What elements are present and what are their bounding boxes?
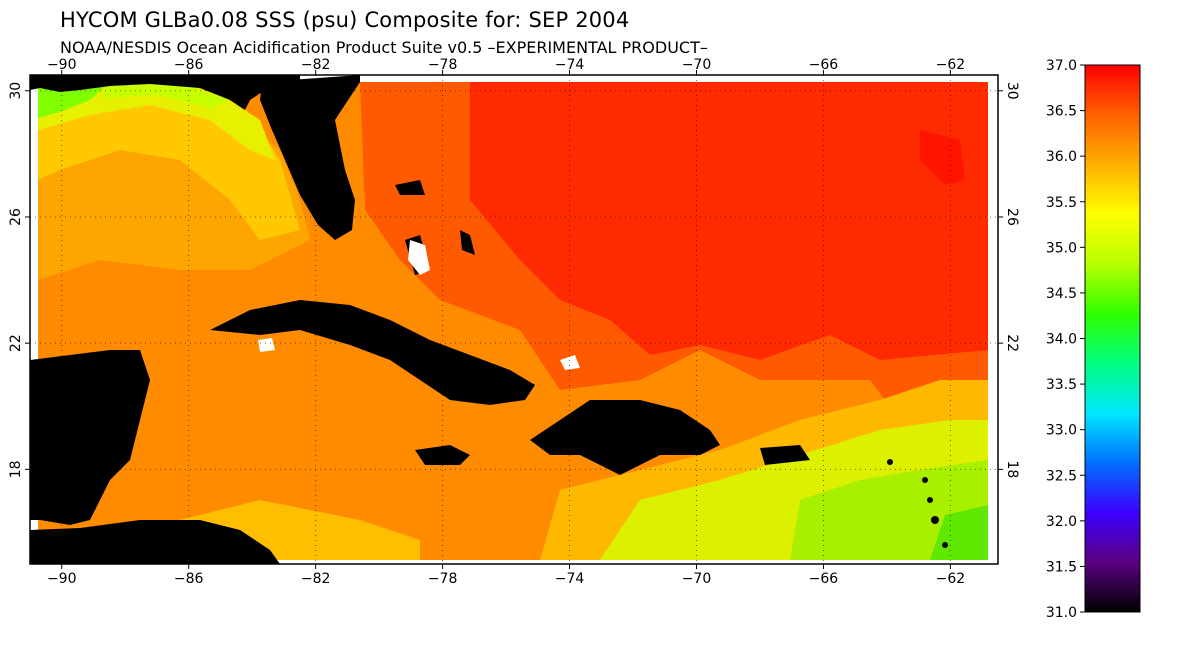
colorbar-tick-label: 35.0 (1046, 240, 1077, 256)
colorbar-tick-label: 32.5 (1046, 468, 1077, 484)
lat-axis-left: 30 26 22 18 (8, 82, 30, 478)
map-plot-area[interactable] (30, 75, 998, 564)
colorbar-tick-label: 31.0 (1046, 605, 1077, 621)
land-puerto-rico (760, 445, 810, 465)
lon-tick-label-bottom: −90 (47, 571, 77, 587)
lat-tick-label-right: 30 (1004, 82, 1020, 100)
lon-tick-label-bottom: −82 (301, 571, 331, 587)
land-cuba (210, 300, 535, 405)
island-andros (408, 240, 430, 275)
lon-tick-label-top: −78 (428, 57, 458, 73)
colorbar-scale: 37.0 36.5 36.0 35.5 35.0 34.5 34.0 33.5 33.0 32.5… (1046, 58, 1085, 621)
land-antilles-1 (887, 459, 893, 465)
island-masks (258, 240, 580, 370)
land-antilles-4 (931, 516, 939, 524)
lat-tick-label-right: 22 (1004, 334, 1020, 352)
lat-tick-label-right: 18 (1004, 460, 1020, 478)
land-antilles-5 (942, 542, 948, 548)
lon-axis-top: −90 −86 −82 −78 −74 −70 −66 −62 (47, 57, 965, 75)
colorbar-tick-label: 33.0 (1046, 423, 1077, 439)
land-yucatan (30, 350, 150, 525)
lat-axis-right: 30 26 22 18 (998, 82, 1020, 478)
colorbar-tick-label: 34.5 (1046, 286, 1077, 302)
land-hispaniola (530, 400, 720, 475)
lon-tick-label-bottom: −78 (428, 571, 458, 587)
lon-tick-label-bottom: −74 (555, 571, 585, 587)
lon-tick-label-top: −90 (47, 57, 77, 73)
colorbar-tick-label: 33.5 (1046, 377, 1077, 393)
map-subtitle: NOAA/NESDIS Ocean Acidification Product … (60, 38, 708, 57)
lon-tick-label-top: −86 (174, 57, 204, 73)
island-isla-juventud (258, 338, 275, 352)
colorbar-tick-label: 37.0 (1046, 58, 1077, 74)
colorbar-tick-label: 31.5 (1046, 559, 1077, 575)
lat-tick-label-left: 22 (8, 334, 24, 352)
land-florida (260, 75, 360, 240)
lon-tick-label-bottom: −66 (809, 571, 839, 587)
salinity-region-peak (920, 130, 965, 185)
island-great-inagua (560, 355, 580, 370)
lon-tick-label-top: −62 (936, 57, 966, 73)
lat-tick-label-left: 18 (8, 460, 24, 478)
lon-tick-label-bottom: −62 (936, 571, 966, 587)
lat-tick-label-left: 26 (8, 208, 24, 226)
lat-tick-label-left: 30 (8, 82, 24, 100)
lon-tick-label-top: −70 (682, 57, 712, 73)
lon-axis-bottom: −90 −86 −82 −78 −74 −70 −66 −62 (47, 564, 965, 587)
lon-tick-label-top: −66 (809, 57, 839, 73)
map-title: HYCOM GLBa0.08 SSS (psu) Composite for: … (60, 8, 630, 32)
lon-tick-label-bottom: −70 (682, 571, 712, 587)
land-masses (30, 75, 948, 564)
salinity-region-max (470, 82, 988, 360)
lat-tick-label-right: 26 (1004, 208, 1020, 226)
colorbar-tick-label: 36.0 (1046, 149, 1077, 165)
lon-tick-label-bottom: −86 (174, 571, 204, 587)
colorbar (1084, 64, 1141, 613)
colorbar-tick-label: 34.0 (1046, 332, 1077, 348)
lon-tick-label-top: −82 (301, 57, 331, 73)
land-central-america (30, 520, 280, 564)
colorbar-tick-label: 35.5 (1046, 195, 1077, 211)
salinity-region-gulf-fresh-2 (100, 82, 230, 108)
colorbar-tick-label: 32.0 (1046, 514, 1077, 530)
land-antilles-3 (927, 497, 933, 503)
colorbar-tick-label: 36.5 (1046, 104, 1077, 120)
land-us-gulf-coast (30, 75, 300, 110)
land-bahamas-3 (460, 230, 475, 255)
map-frame (29, 74, 999, 565)
land-antilles-2 (922, 477, 928, 483)
lon-tick-label-top: −74 (555, 57, 585, 73)
land-bahamas-1 (395, 180, 425, 195)
